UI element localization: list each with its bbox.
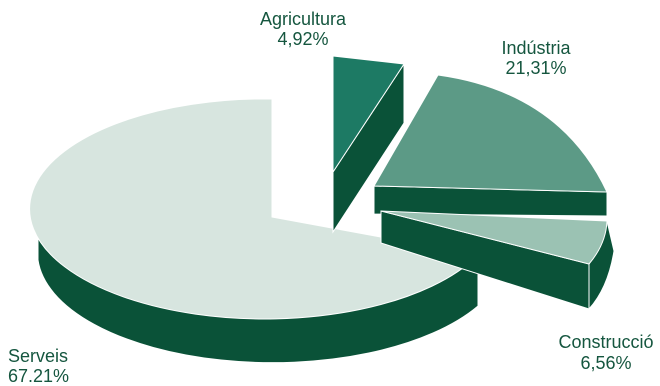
label-industria: Indústria 21,31% bbox=[501, 38, 571, 78]
label-serveis-value: 67.21% bbox=[8, 366, 69, 386]
slice-industria-top bbox=[374, 75, 607, 192]
label-agricultura-value: 4,92% bbox=[277, 29, 328, 49]
label-serveis: Serveis 67.21% bbox=[8, 346, 69, 386]
label-construccio-name: Construcció bbox=[558, 332, 653, 352]
label-agricultura-name: Agricultura bbox=[260, 9, 347, 29]
label-industria-name: Indústria bbox=[501, 38, 571, 58]
label-construccio: Construcció 6,56% bbox=[558, 332, 653, 373]
label-agricultura: Agricultura 4,92% bbox=[260, 9, 347, 49]
label-construccio-value: 6,56% bbox=[580, 353, 631, 373]
slice-industria bbox=[374, 75, 607, 216]
label-industria-value: 21,31% bbox=[505, 58, 566, 78]
label-serveis-name: Serveis bbox=[8, 346, 68, 366]
